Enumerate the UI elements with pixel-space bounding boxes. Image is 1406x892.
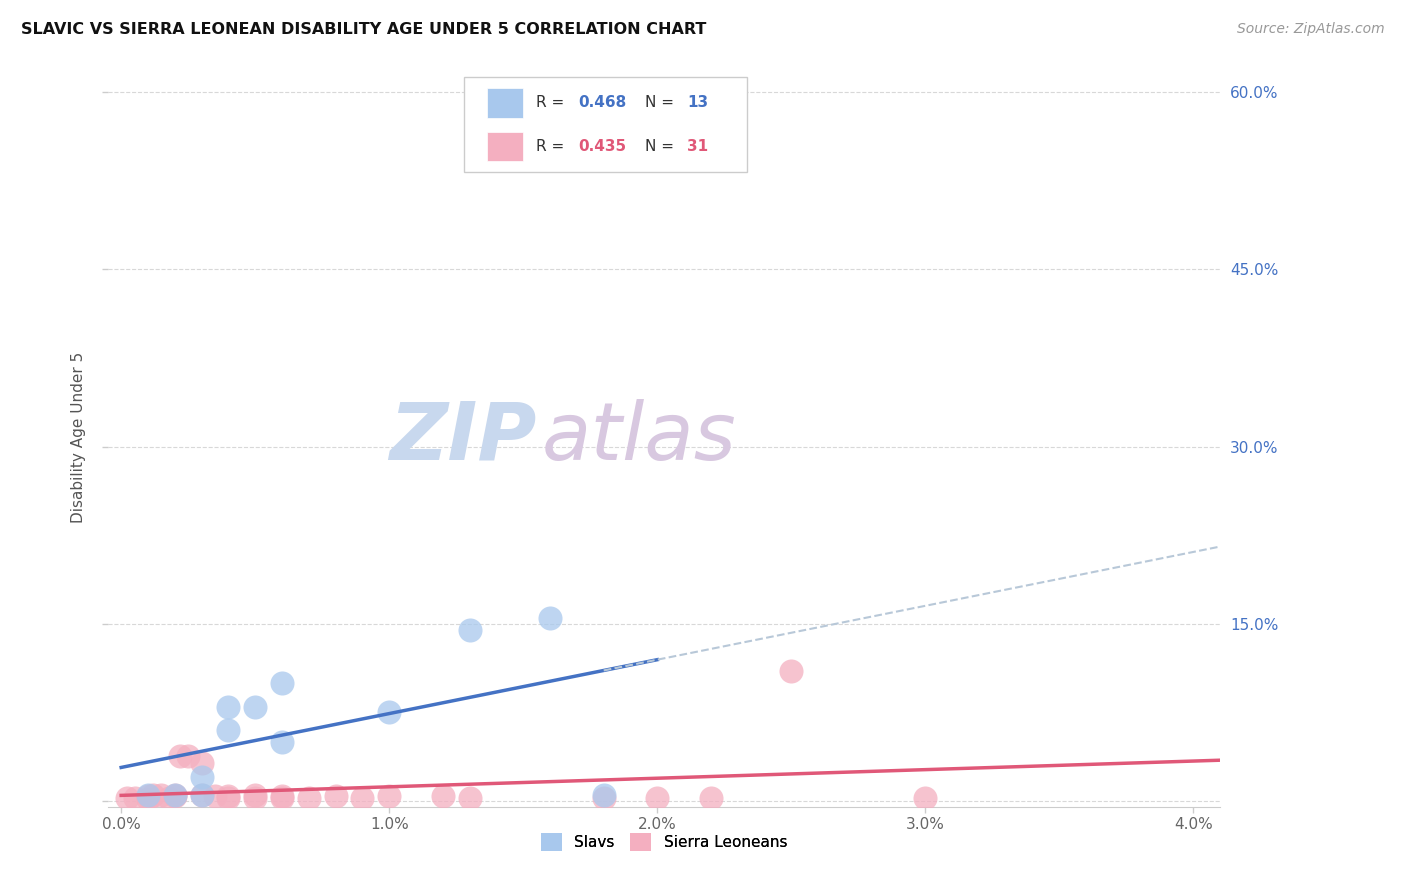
FancyBboxPatch shape [464, 78, 748, 172]
Point [142, 788, 165, 802]
Point [458, 623, 481, 637]
Text: ZIP: ZIP [388, 399, 536, 476]
Point [271, 676, 294, 690]
Point [592, 788, 614, 802]
Point [538, 611, 561, 625]
Point [217, 789, 239, 804]
Point [163, 788, 186, 802]
FancyBboxPatch shape [486, 88, 523, 118]
Point [159, 790, 181, 805]
Point [115, 790, 138, 805]
Point [136, 789, 159, 804]
Point [245, 790, 267, 805]
Text: 13: 13 [688, 95, 709, 111]
Text: N =: N = [645, 139, 679, 154]
Point [458, 790, 481, 805]
Text: 31: 31 [688, 139, 709, 154]
Point [177, 749, 200, 764]
FancyBboxPatch shape [486, 132, 523, 161]
Point [271, 789, 294, 804]
Text: 0.468: 0.468 [578, 95, 627, 111]
Point [271, 790, 294, 805]
Point [245, 699, 267, 714]
Point [352, 790, 374, 805]
Point [169, 749, 191, 764]
Point [204, 789, 226, 804]
Point [163, 788, 186, 802]
Point [190, 771, 212, 785]
Point [432, 789, 454, 804]
Point [780, 664, 803, 678]
Y-axis label: Disability Age Under 5: Disability Age Under 5 [72, 352, 86, 524]
Point [378, 789, 401, 804]
Point [190, 756, 212, 771]
Point [700, 790, 723, 805]
Text: 0.435: 0.435 [578, 139, 627, 154]
Legend: Slavs, Sierra Leoneans: Slavs, Sierra Leoneans [533, 825, 794, 858]
Point [914, 790, 936, 805]
Text: R =: R = [536, 139, 569, 154]
Point [647, 790, 669, 805]
Point [298, 790, 321, 805]
Point [190, 788, 212, 802]
Text: atlas: atlas [541, 399, 737, 476]
Point [217, 699, 239, 714]
Point [124, 790, 146, 805]
Text: SLAVIC VS SIERRA LEONEAN DISABILITY AGE UNDER 5 CORRELATION CHART: SLAVIC VS SIERRA LEONEAN DISABILITY AGE … [21, 22, 706, 37]
Point [245, 788, 267, 802]
Point [378, 706, 401, 720]
Text: Source: ZipAtlas.com: Source: ZipAtlas.com [1237, 22, 1385, 37]
Point [150, 788, 173, 802]
Point [136, 791, 159, 805]
Point [271, 735, 294, 749]
Point [217, 790, 239, 805]
Point [217, 723, 239, 738]
Point [325, 789, 347, 804]
Point [163, 789, 186, 804]
Point [136, 788, 159, 802]
Text: R =: R = [536, 95, 569, 111]
Point [592, 790, 614, 805]
Point [190, 788, 212, 802]
Text: N =: N = [645, 95, 679, 111]
